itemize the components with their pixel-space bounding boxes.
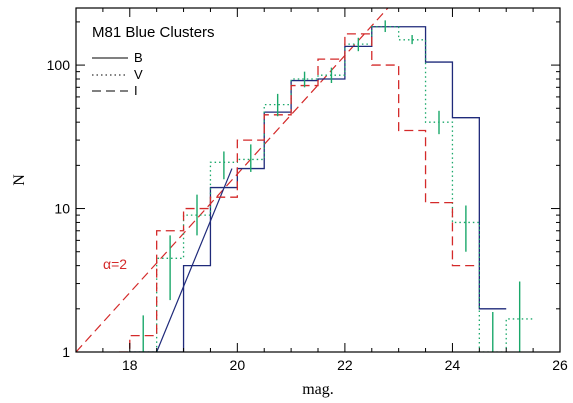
y-tick-label: 10 (54, 201, 70, 217)
legend-label-i: I (134, 83, 138, 98)
reference-line-1 (156, 168, 233, 352)
plot-content (76, 8, 534, 352)
x-axis-label: mag. (302, 381, 334, 398)
legend-label-v: V (134, 67, 143, 82)
chart-title: M81 Blue Clusters (92, 24, 215, 41)
histogram-i (119, 33, 480, 352)
x-tick-label: 18 (122, 357, 138, 373)
x-tick-label: 26 (552, 357, 568, 373)
x-tick-label: 20 (230, 357, 246, 373)
x-tick-label: 22 (337, 357, 353, 373)
alpha-annotation: α=2 (103, 256, 127, 272)
axes: 18 20 22 24 26 1 10 100 (47, 8, 568, 373)
histogram-b (129, 26, 507, 352)
y-tick-label: 1 (62, 344, 70, 360)
legend: B V I (92, 50, 143, 98)
x-tick-label: 24 (445, 357, 461, 373)
y-tick-label: 100 (47, 57, 71, 73)
reference-line-0 (76, 8, 389, 352)
legend-label-b: B (134, 50, 143, 65)
y-axis-label: N (11, 174, 28, 186)
